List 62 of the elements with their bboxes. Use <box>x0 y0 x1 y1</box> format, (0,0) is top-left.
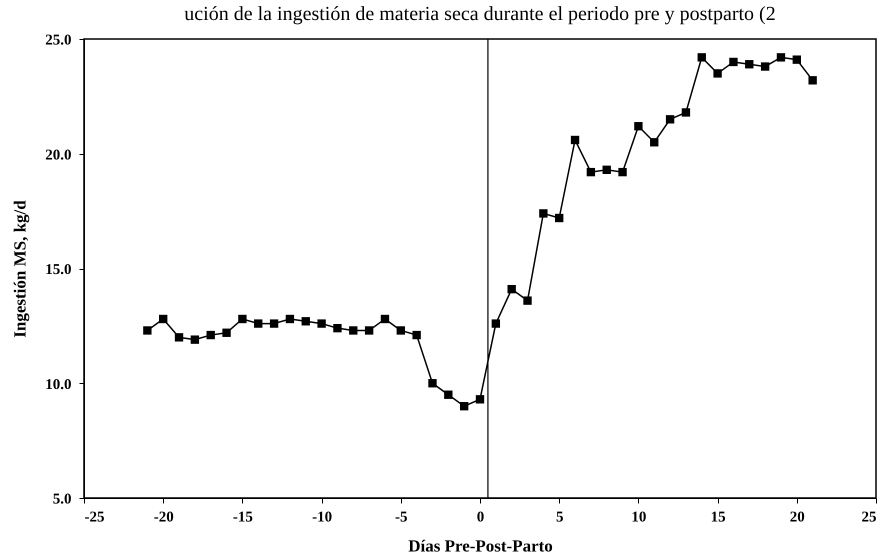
point <box>286 314 294 324</box>
point <box>302 317 310 326</box>
x-tick-label: -15 <box>232 510 253 526</box>
x-tick-label: 5 <box>556 510 564 526</box>
point <box>317 319 326 328</box>
x-axis-title: Días Pre-Post-Parto <box>408 536 553 556</box>
point <box>745 60 754 68</box>
point <box>713 69 722 78</box>
point <box>729 58 738 66</box>
x-tick-label: 15 <box>710 510 726 526</box>
x-tick-label: -10 <box>312 510 332 526</box>
point <box>555 214 564 222</box>
point <box>270 319 278 328</box>
point <box>760 62 770 71</box>
point <box>380 314 390 324</box>
point <box>396 326 405 335</box>
point <box>570 136 580 144</box>
point <box>143 326 152 335</box>
point <box>333 324 342 332</box>
point <box>776 53 786 62</box>
x-tick-label: 10 <box>631 510 646 526</box>
point <box>174 333 184 342</box>
x-tick-label: 25 <box>862 510 876 526</box>
point <box>254 319 262 328</box>
point <box>634 122 643 130</box>
x-tick-label: -20 <box>154 510 174 526</box>
point <box>586 168 596 176</box>
point <box>412 330 421 340</box>
y-axis-title: Ingestión MS, kg/d <box>10 200 30 338</box>
point <box>492 319 500 328</box>
point <box>650 138 658 146</box>
point <box>523 296 532 305</box>
y-tick-label: 10.0 <box>45 376 72 393</box>
point <box>698 53 706 62</box>
point <box>666 115 674 124</box>
y-tick-label: 25.0 <box>45 32 72 48</box>
point <box>428 379 437 388</box>
y-tick-label: 5.0 <box>52 492 72 508</box>
x-tick-label: -25 <box>84 510 104 526</box>
point <box>792 55 801 64</box>
point <box>222 328 231 337</box>
point <box>444 390 453 399</box>
point <box>507 284 516 294</box>
x-tick-label: -5 <box>395 510 408 526</box>
point <box>618 168 627 176</box>
point <box>460 402 468 410</box>
y-tick-label: 15.0 <box>45 262 72 278</box>
x-tick-label: 0 <box>476 510 484 526</box>
point <box>602 166 611 174</box>
point <box>349 326 358 335</box>
point <box>190 335 200 344</box>
point <box>364 326 374 335</box>
y-tick-label: 20.0 <box>45 147 72 164</box>
point <box>159 314 168 324</box>
chart-title: ución de la ingestión de materia seca durante el periodo pre y postparto (2 <box>184 3 776 25</box>
point <box>682 108 690 117</box>
point <box>206 330 215 340</box>
point <box>808 76 817 84</box>
point <box>238 314 247 324</box>
point <box>476 395 484 404</box>
x-tick-label: 20 <box>790 510 805 526</box>
point <box>539 209 548 218</box>
